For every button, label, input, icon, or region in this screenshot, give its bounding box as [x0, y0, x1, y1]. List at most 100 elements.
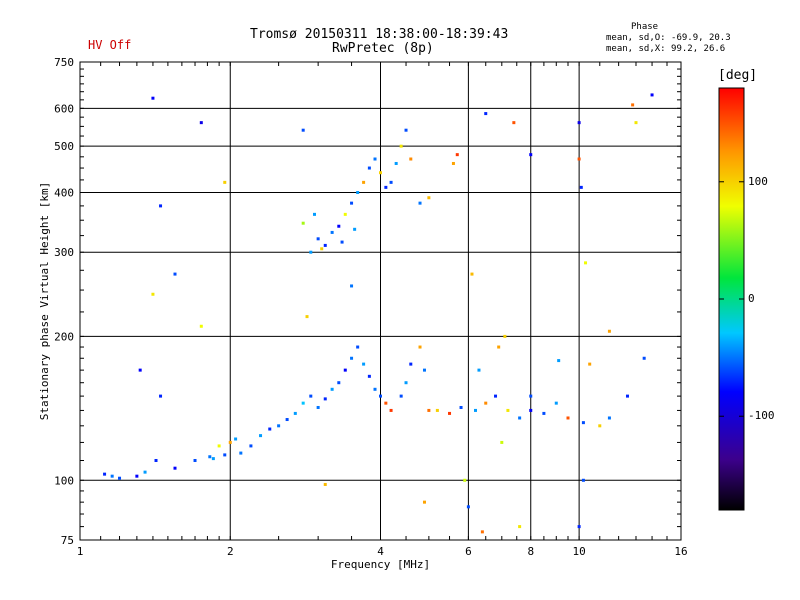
y-tick-label: 100: [54, 474, 74, 487]
colorbar-tick-label: 0: [748, 292, 755, 305]
data-point: [211, 457, 215, 461]
data-point: [418, 201, 422, 205]
data-point: [223, 453, 227, 457]
data-point: [173, 272, 177, 276]
data-point: [529, 408, 533, 412]
y-tick-label: 200: [54, 330, 74, 343]
data-point: [228, 440, 232, 444]
data-point: [379, 394, 382, 398]
data-point: [518, 416, 522, 420]
data-point: [422, 368, 426, 372]
data-point: [159, 204, 163, 208]
chart-subtitle: RwPretec (8p): [332, 41, 434, 56]
x-tick-label: 2: [227, 545, 234, 558]
data-point: [199, 121, 203, 125]
phase-stats-title: Phase: [631, 22, 659, 32]
data-point: [529, 394, 533, 398]
data-point: [448, 411, 452, 415]
colorbar-tick-label: 100: [748, 174, 768, 188]
data-point: [470, 272, 474, 276]
data-point: [625, 394, 629, 398]
data-point: [427, 196, 431, 200]
data-point: [384, 401, 388, 405]
data-point: [285, 418, 289, 422]
data-point: [518, 525, 522, 529]
data-point: [330, 230, 334, 234]
data-point: [362, 180, 366, 184]
x-axis-label: Frequency [MHz]: [331, 558, 430, 571]
data-point: [356, 190, 360, 194]
data-point: [268, 427, 272, 431]
data-point: [193, 458, 197, 462]
data-point: [494, 394, 498, 398]
data-point: [223, 180, 227, 184]
data-point: [404, 128, 408, 132]
data-point: [422, 500, 426, 504]
data-point: [103, 472, 107, 476]
data-point: [503, 334, 507, 338]
y-tick-label: 75: [61, 534, 74, 547]
data-point: [343, 368, 347, 372]
data-point: [581, 421, 585, 425]
data-point: [577, 157, 581, 161]
data-point: [367, 166, 371, 170]
data-point: [634, 121, 638, 125]
data-point: [350, 201, 354, 205]
data-point: [337, 381, 341, 385]
data-point: [577, 525, 581, 529]
data-point: [409, 157, 413, 161]
data-point: [542, 411, 546, 415]
y-tick-label: 750: [54, 56, 74, 69]
data-point: [350, 356, 354, 360]
data-point: [557, 359, 561, 363]
data-point: [459, 405, 463, 409]
data-point: [607, 416, 611, 420]
data-point: [463, 478, 467, 482]
data-point: [316, 405, 320, 409]
data-point: [588, 362, 592, 366]
x-tick-label: 6: [465, 545, 472, 558]
y-tick-label: 500: [54, 140, 74, 153]
data-point: [506, 408, 510, 412]
chart-title: Tromsø 20150311 18:38:00-18:39:43: [250, 27, 509, 42]
data-point: [135, 474, 139, 478]
data-point: [477, 368, 481, 372]
data-point: [350, 284, 354, 288]
data-point: [259, 434, 263, 438]
data-point: [353, 227, 357, 231]
data-point: [384, 185, 388, 189]
y-axis-label: Stationary phase Virtual Height [km]: [38, 182, 51, 420]
data-point: [309, 250, 313, 254]
x-tick-label: 4: [377, 545, 384, 558]
y-tick-label: 600: [54, 102, 74, 115]
data-point: [173, 466, 177, 470]
data-point: [234, 437, 238, 441]
data-point: [435, 408, 439, 412]
data-point: [455, 153, 459, 157]
colorbar-tick-label: -100: [748, 409, 775, 423]
data-point: [451, 161, 455, 165]
x-tick-label: 10: [572, 545, 585, 558]
data-point: [512, 121, 516, 125]
data-point: [409, 362, 413, 366]
data-point: [577, 121, 581, 125]
data-point: [138, 368, 142, 372]
data-point: [362, 362, 366, 366]
colorbar-unit-label: [deg]: [718, 68, 758, 83]
data-point: [343, 212, 347, 216]
data-point: [379, 171, 382, 175]
data-point: [480, 530, 484, 534]
data-point: [301, 221, 305, 225]
data-point: [301, 401, 305, 405]
data-point: [404, 381, 408, 385]
y-tick-label: 300: [54, 246, 74, 259]
data-point: [277, 424, 281, 428]
data-point: [249, 444, 253, 448]
data-point: [484, 401, 488, 405]
data-point: [217, 444, 221, 448]
data-point: [118, 476, 122, 480]
data-point: [305, 315, 309, 319]
data-point: [309, 394, 313, 398]
x-tick-label: 1: [77, 545, 84, 558]
